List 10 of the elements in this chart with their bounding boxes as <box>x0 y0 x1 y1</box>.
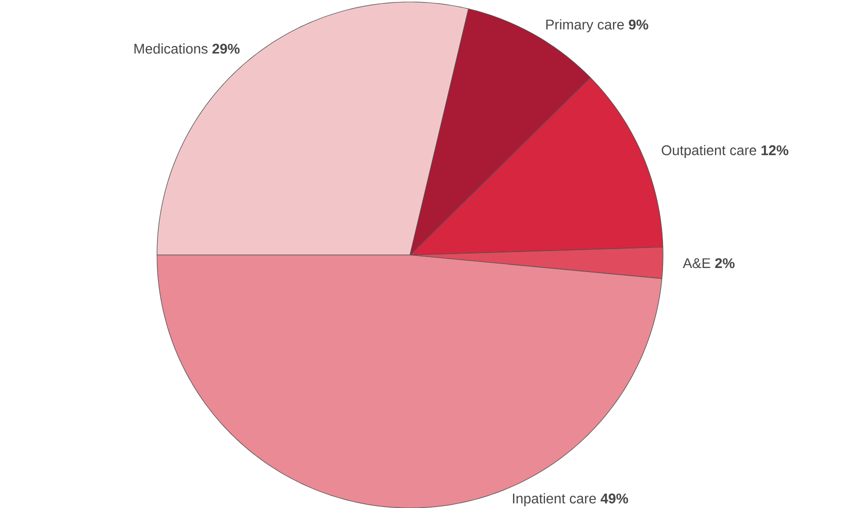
data-label: 12% <box>762 145 788 156</box>
data-label: 49% <box>600 493 628 504</box>
slice-label: Medications <box>134 43 208 54</box>
data-label: 2% <box>715 258 735 268</box>
slice-label: Primary care <box>546 19 624 32</box>
slice-label: Inpatient care <box>512 493 596 506</box>
slice-label: A&E <box>682 258 710 268</box>
slice-label: Outpatient care <box>662 144 756 158</box>
data-label: 29% <box>212 44 240 54</box>
data-label: 9% <box>628 19 648 30</box>
